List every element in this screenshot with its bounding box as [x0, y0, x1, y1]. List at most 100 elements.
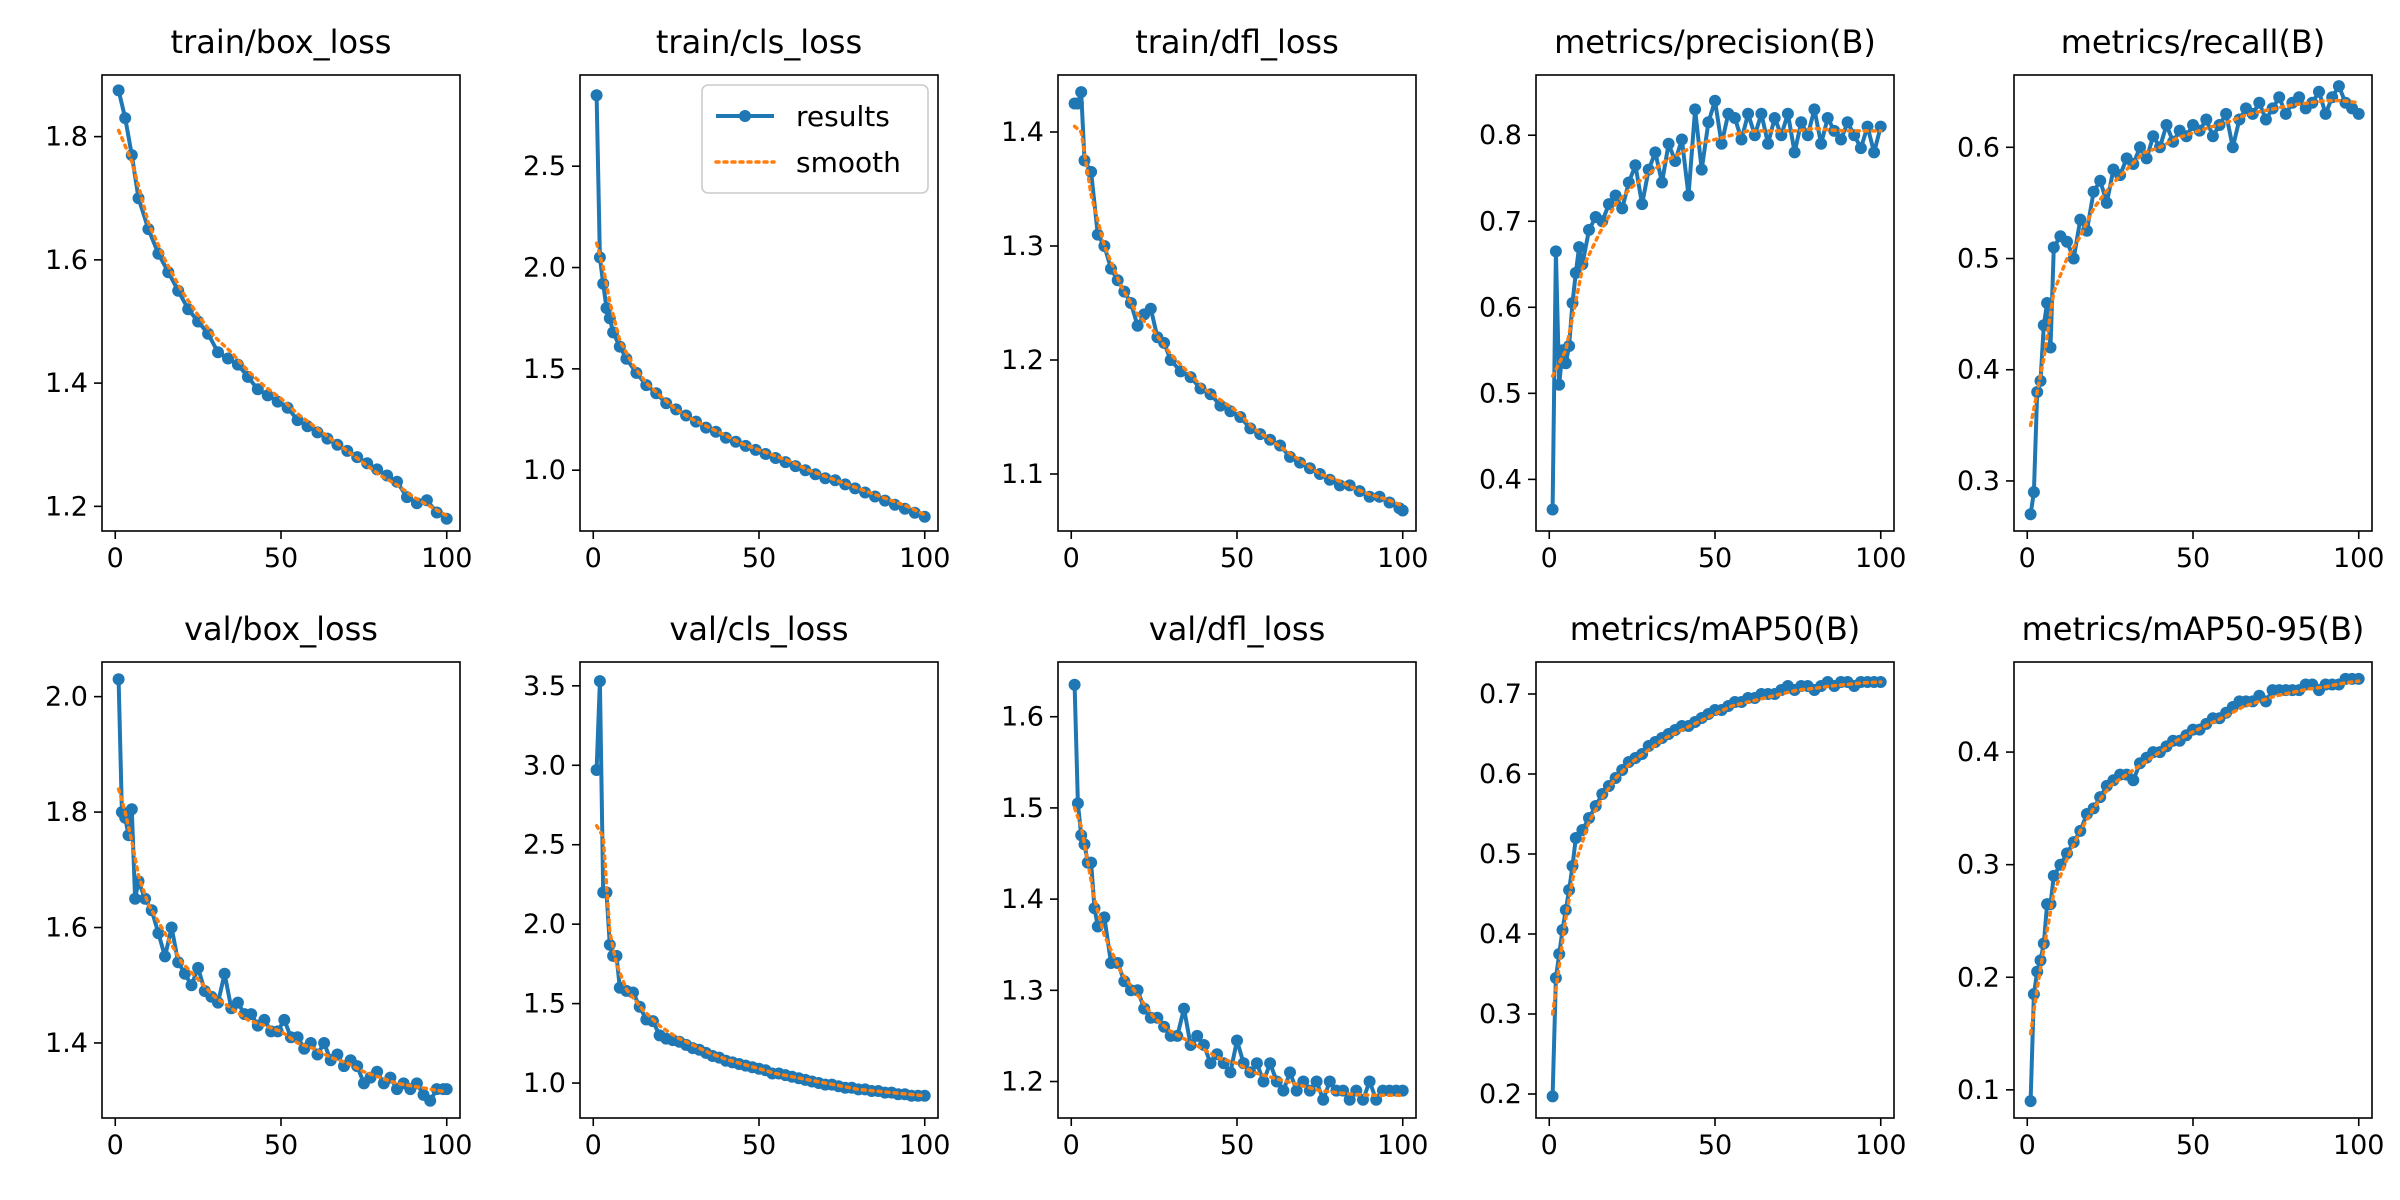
results-point: [593, 675, 606, 688]
results-point: [1250, 1057, 1263, 1070]
panel-title: train/cls_loss: [656, 23, 862, 61]
results-point: [1363, 1075, 1376, 1088]
plot-area: [1546, 676, 1887, 1103]
results-line: [116, 679, 447, 1103]
results-point: [440, 1083, 453, 1096]
y-tick-label: 1.4: [45, 1028, 88, 1059]
y-tick-label: 0.6: [1957, 132, 2000, 163]
results-point: [1609, 189, 1622, 202]
results-point: [1191, 1029, 1204, 1042]
results-point: [318, 1037, 331, 1049]
results-point: [1662, 137, 1675, 150]
smooth-line: [594, 823, 927, 1098]
panel-val-dfl-loss: val/dfl_loss 0 50 100 1.2 1.3 1.4 1.5 1.6: [1001, 610, 1428, 1161]
results-point: [1310, 1075, 1323, 1088]
results-point: [1138, 1002, 1151, 1015]
y-tick-label: 0.3: [1957, 466, 2000, 497]
results-point: [251, 383, 264, 396]
panel-title: val/cls_loss: [669, 610, 848, 648]
results-point: [2313, 85, 2325, 98]
results-point: [1144, 302, 1157, 315]
panel-val-box-loss: val/box_loss 0 50 100 1.4 1.6 1.8 2.0: [45, 610, 472, 1161]
results-point: [590, 89, 603, 102]
results-point: [1224, 1066, 1237, 1079]
axes-frame: [2013, 661, 2373, 1119]
results-point: [2074, 213, 2087, 226]
results-point: [630, 366, 643, 379]
panel-title: train/dfl_loss: [1135, 23, 1339, 61]
y-tick-label: 1.1: [1001, 459, 1044, 490]
results-point: [1284, 1066, 1296, 1079]
x-tick-label: 100: [1855, 1130, 1907, 1161]
results-point: [660, 397, 673, 410]
panel-title: metrics/recall(B): [2061, 23, 2326, 61]
y-tick-label: 1.2: [1001, 345, 1044, 376]
y-tick-label: 2.5: [523, 830, 566, 861]
y-tick-label: 0.5: [1479, 839, 1522, 870]
results-point: [1854, 142, 1867, 155]
results-point: [165, 921, 178, 934]
results-point: [1596, 788, 1609, 800]
panel-metrics-precision-b: metrics/precision(B) 0 50 100 0.4 0.5 0.6 0.7 0.…: [1479, 23, 1906, 574]
panel-title: train/box_loss: [171, 23, 392, 61]
x-tick-label: 50: [264, 1130, 298, 1161]
plot-area: [112, 84, 453, 525]
results-point: [2147, 130, 2160, 143]
results-point: [2273, 91, 2286, 104]
results-point: [1569, 266, 1582, 279]
y-tick-label: 1.2: [45, 491, 88, 522]
y-tick-label: 0.3: [1957, 850, 2000, 881]
x-tick-label: 50: [1220, 1130, 1254, 1161]
x-tick-label: 50: [1698, 543, 1732, 574]
axes-frame: [1535, 661, 1895, 1119]
y-tick-label: 2.5: [523, 151, 566, 182]
legend-results-label: results: [796, 100, 890, 133]
results-point: [1546, 503, 1559, 516]
panel-title: val/box_loss: [184, 610, 378, 648]
y-tick-label: 0.4: [1957, 355, 2000, 386]
legend: results smooth: [701, 84, 929, 194]
smooth-line: [116, 787, 449, 1094]
results-line: [1074, 90, 1404, 513]
results-point: [2160, 119, 2173, 131]
results-point: [1815, 137, 1828, 150]
x-tick-label: 50: [1698, 1130, 1732, 1161]
x-tick-label: 50: [742, 1130, 776, 1161]
results-point: [2094, 174, 2107, 187]
smooth-line: [1550, 680, 1883, 1016]
plot-area: [1068, 86, 1409, 517]
smooth-line: [594, 241, 927, 517]
x-tick-label: 50: [264, 543, 298, 574]
results-point: [1396, 504, 1409, 517]
results-point: [2087, 185, 2100, 198]
results-point: [1695, 163, 1708, 176]
x-tick-label: 0: [2019, 543, 2036, 574]
y-tick-label: 1.6: [45, 913, 88, 944]
results-point: [430, 506, 443, 519]
results-point: [1868, 146, 1881, 159]
y-tick-label: 0.7: [1479, 206, 1522, 237]
results-point: [218, 967, 231, 980]
x-tick-label: 100: [421, 1130, 473, 1161]
results-point: [2061, 235, 2073, 248]
results-point: [351, 1060, 364, 1073]
results-point: [261, 389, 274, 402]
results-point: [420, 494, 433, 507]
results-point: [2047, 241, 2060, 254]
y-tick-label: 2.0: [523, 909, 566, 940]
results-point: [2279, 107, 2292, 120]
results-point: [2293, 91, 2306, 104]
axes-frame: [579, 661, 939, 1119]
x-tick-label: 0: [107, 543, 124, 574]
results-point: [1214, 399, 1227, 412]
y-tick-label: 3.0: [523, 750, 566, 781]
results-point: [178, 967, 191, 980]
results-point: [2319, 107, 2332, 120]
results-point: [2127, 774, 2140, 787]
results-point: [1735, 133, 1748, 146]
y-tick-label: 0.5: [1957, 244, 2000, 275]
x-tick-label: 100: [899, 543, 951, 574]
results-point: [2220, 107, 2233, 120]
axes-frame: [1057, 661, 1417, 1119]
results-point: [1071, 97, 1084, 110]
